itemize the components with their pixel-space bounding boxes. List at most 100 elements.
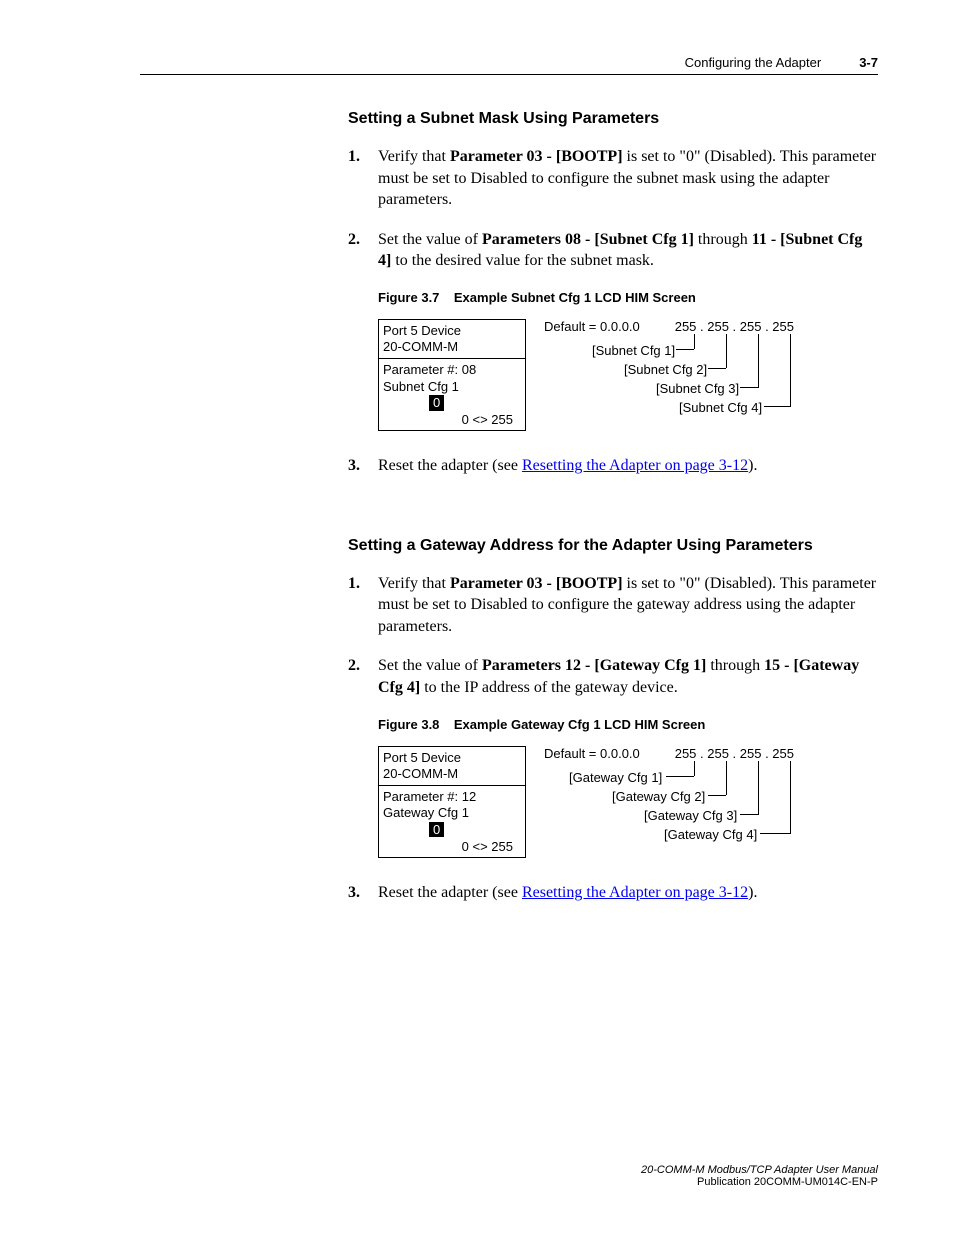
reset-adapter-link[interactable]: Resetting the Adapter on page 3-12 bbox=[522, 457, 748, 474]
page-content: Setting a Subnet Mask Using Parameters 1… bbox=[348, 110, 878, 921]
lcd-port-line: Port 5 Device bbox=[383, 323, 521, 339]
list-body: Verify that Parameter 03 - [BOOTP] is se… bbox=[378, 573, 878, 638]
figure-number: Figure 3.8 bbox=[378, 717, 439, 732]
text: Verify that bbox=[378, 148, 450, 165]
lcd-range: 0 <> 255 bbox=[383, 411, 521, 428]
section2-heading: Setting a Gateway Address for the Adapte… bbox=[348, 537, 878, 555]
cfg1-label: [Gateway Cfg 1] bbox=[569, 770, 662, 785]
ip-diagram: Default = 0.0.0.0 255 . 255 . 255 . 255 … bbox=[544, 319, 794, 427]
bracket-line bbox=[760, 833, 790, 834]
lcd-value: 0 bbox=[429, 822, 444, 838]
ip-diagram: Default = 0.0.0.0 255 . 255 . 255 . 255 … bbox=[544, 746, 794, 854]
section2-step3: 3. Reset the adapter (see Resetting the … bbox=[348, 882, 878, 904]
page-header: Configuring the Adapter 3-7 bbox=[140, 55, 878, 70]
figure-title: Example Subnet Cfg 1 LCD HIM Screen bbox=[454, 290, 696, 305]
header-rule bbox=[140, 74, 878, 75]
lcd-value-row: 0 bbox=[383, 822, 521, 838]
lcd-param-line: Parameter #: 12 bbox=[383, 789, 521, 805]
list-number: 3. bbox=[348, 882, 378, 904]
bracket-line bbox=[726, 761, 727, 795]
lcd-port-line: Port 5 Device bbox=[383, 750, 521, 766]
param-ref: Parameter 03 - [BOOTP] bbox=[450, 575, 623, 592]
bracket-line bbox=[790, 334, 791, 407]
page-footer: 20-COMM-M Modbus/TCP Adapter User Manual… bbox=[641, 1164, 878, 1188]
lcd-name-line: Subnet Cfg 1 bbox=[383, 379, 521, 395]
lcd-name-line: Gateway Cfg 1 bbox=[383, 805, 521, 821]
bracket-line bbox=[764, 406, 790, 407]
ip-header-row: Default = 0.0.0.0 255 . 255 . 255 . 255 bbox=[544, 746, 794, 761]
cfg2-label: [Gateway Cfg 2] bbox=[612, 789, 705, 804]
lcd-bottom-area: Parameter #: 08 Subnet Cfg 1 0 0 <> 255 bbox=[379, 359, 525, 429]
section2-step2: 2. Set the value of Parameters 12 - [Gat… bbox=[348, 655, 878, 698]
figure37: Port 5 Device 20-COMM-M Parameter #: 08 … bbox=[378, 319, 878, 431]
cfg3-label: [Gateway Cfg 3] bbox=[644, 808, 737, 823]
list-body: Reset the adapter (see Resetting the Ada… bbox=[378, 882, 878, 904]
list-body: Set the value of Parameters 12 - [Gatewa… bbox=[378, 655, 878, 698]
text: Set the value of bbox=[378, 657, 482, 674]
bracket-line bbox=[676, 349, 694, 350]
lcd-bottom-area: Parameter #: 12 Gateway Cfg 1 0 0 <> 255 bbox=[379, 786, 525, 856]
section1-step1: 1. Verify that Parameter 03 - [BOOTP] is… bbox=[348, 146, 878, 211]
text: to the desired value for the subnet mask… bbox=[391, 252, 654, 269]
section1-step3: 3. Reset the adapter (see Resetting the … bbox=[348, 455, 878, 477]
text: to the IP address of the gateway device. bbox=[420, 679, 678, 696]
figure38: Port 5 Device 20-COMM-M Parameter #: 12 … bbox=[378, 746, 878, 858]
lcd-value-row: 0 bbox=[383, 395, 521, 411]
section1-step2: 2. Set the value of Parameters 08 - [Sub… bbox=[348, 229, 878, 272]
text: ). bbox=[748, 884, 757, 901]
bracket-line bbox=[758, 334, 759, 388]
text: through bbox=[694, 231, 752, 248]
cfg3-label: [Subnet Cfg 3] bbox=[656, 381, 739, 396]
list-body: Verify that Parameter 03 - [BOOTP] is se… bbox=[378, 146, 878, 211]
text: Reset the adapter (see bbox=[378, 884, 522, 901]
param-ref: Parameters 12 - [Gateway Cfg 1] bbox=[482, 657, 706, 674]
figure-number: Figure 3.7 bbox=[378, 290, 439, 305]
param-ref: Parameter 03 - [BOOTP] bbox=[450, 148, 623, 165]
header-chapter-title: Configuring the Adapter bbox=[685, 55, 822, 70]
lcd-range: 0 <> 255 bbox=[383, 838, 521, 855]
ip-octets: 255 . 255 . 255 . 255 bbox=[675, 746, 794, 761]
reset-adapter-link[interactable]: Resetting the Adapter on page 3-12 bbox=[522, 884, 748, 901]
bracket-line bbox=[726, 334, 727, 368]
cfg2-label: [Subnet Cfg 2] bbox=[624, 362, 707, 377]
cfg4-label: [Gateway Cfg 4] bbox=[664, 827, 757, 842]
param-ref: Parameters 08 - [Subnet Cfg 1] bbox=[482, 231, 694, 248]
list-number: 1. bbox=[348, 573, 378, 638]
section2-step1: 1. Verify that Parameter 03 - [BOOTP] is… bbox=[348, 573, 878, 638]
bracket-line bbox=[708, 368, 726, 369]
header-page-number: 3-7 bbox=[859, 55, 878, 70]
footer-manual-title: 20-COMM-M Modbus/TCP Adapter User Manual bbox=[641, 1164, 878, 1176]
footer-publication: Publication 20COMM-UM014C-EN-P bbox=[641, 1176, 878, 1188]
lcd-top-area: Port 5 Device 20-COMM-M bbox=[379, 320, 525, 360]
bracket-line bbox=[758, 761, 759, 815]
section-gap bbox=[348, 495, 878, 537]
lcd-screen: Port 5 Device 20-COMM-M Parameter #: 12 … bbox=[378, 746, 526, 858]
list-body: Set the value of Parameters 08 - [Subnet… bbox=[378, 229, 878, 272]
text: Reset the adapter (see bbox=[378, 457, 522, 474]
figure-title: Example Gateway Cfg 1 LCD HIM Screen bbox=[454, 717, 705, 732]
ip-header-row: Default = 0.0.0.0 255 . 255 . 255 . 255 bbox=[544, 319, 794, 334]
list-number: 1. bbox=[348, 146, 378, 211]
ip-octets: 255 . 255 . 255 . 255 bbox=[675, 319, 794, 334]
text: ). bbox=[748, 457, 757, 474]
lcd-device-line: 20-COMM-M bbox=[383, 339, 521, 355]
section1-heading: Setting a Subnet Mask Using Parameters bbox=[348, 110, 878, 128]
figure38-caption: Figure 3.8 Example Gateway Cfg 1 LCD HIM… bbox=[378, 717, 878, 732]
cfg4-label: [Subnet Cfg 4] bbox=[679, 400, 762, 415]
cfg1-label: [Subnet Cfg 1] bbox=[592, 343, 675, 358]
ip-default-label: Default = 0.0.0.0 bbox=[544, 746, 640, 761]
bracket-line bbox=[694, 761, 695, 776]
lcd-param-line: Parameter #: 08 bbox=[383, 362, 521, 378]
list-number: 2. bbox=[348, 229, 378, 272]
lcd-value: 0 bbox=[429, 395, 444, 411]
lcd-device-line: 20-COMM-M bbox=[383, 766, 521, 782]
figure37-caption: Figure 3.7 Example Subnet Cfg 1 LCD HIM … bbox=[378, 290, 878, 305]
ip-default-label: Default = 0.0.0.0 bbox=[544, 319, 640, 334]
lcd-top-area: Port 5 Device 20-COMM-M bbox=[379, 747, 525, 787]
text: Verify that bbox=[378, 575, 450, 592]
text: Set the value of bbox=[378, 231, 482, 248]
lcd-screen: Port 5 Device 20-COMM-M Parameter #: 08 … bbox=[378, 319, 526, 431]
bracket-line bbox=[666, 776, 694, 777]
bracket-line bbox=[708, 795, 726, 796]
bracket-line bbox=[790, 761, 791, 834]
